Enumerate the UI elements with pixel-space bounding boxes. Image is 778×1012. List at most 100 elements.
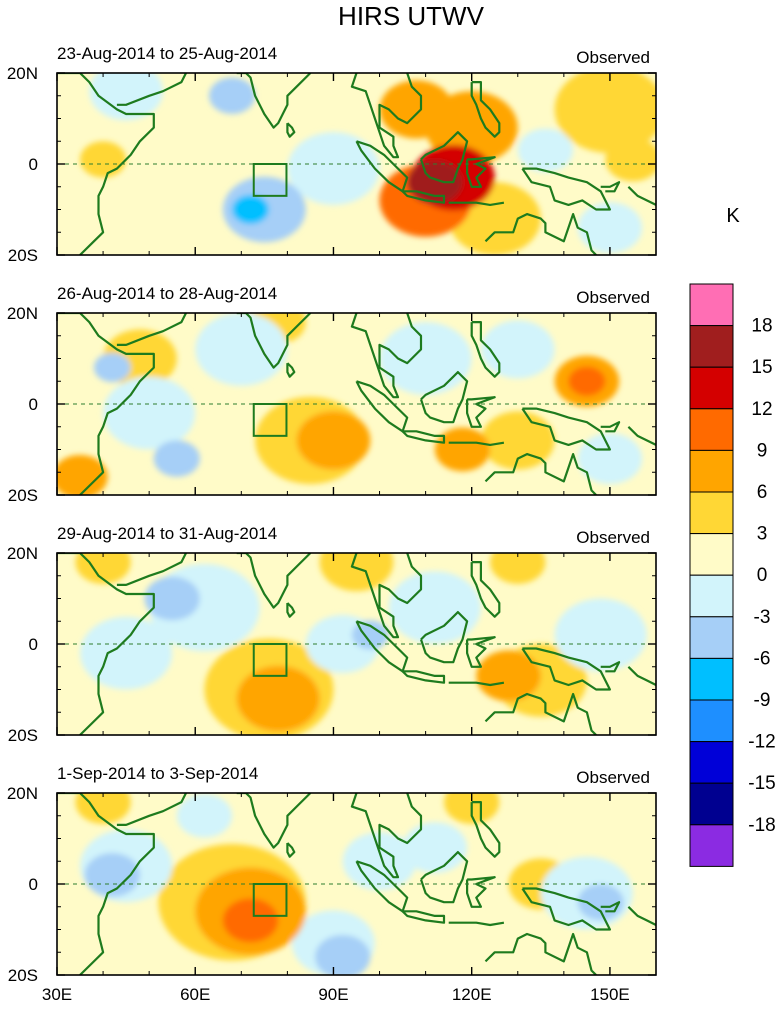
anomaly-blob: [153, 440, 200, 477]
anomaly-blob: [195, 313, 288, 386]
panel-field: [57, 553, 656, 735]
anomaly-blob: [93, 353, 131, 383]
anomaly-blob: [75, 793, 131, 824]
lat-tick-label: 20S: [8, 966, 38, 985]
anomaly-blobs: [75, 793, 633, 975]
coastline-sulawesi: [466, 156, 496, 188]
anomaly-blobs: [80, 73, 656, 255]
anomaly-blob: [554, 73, 656, 154]
lat-tick-label: 20S: [8, 246, 38, 265]
coastline-arabia: [116, 313, 187, 346]
anomaly-blob: [319, 553, 394, 592]
anomaly-blob: [315, 934, 371, 975]
anomaly-blob: [80, 141, 127, 178]
coastline-solomons: [627, 186, 656, 206]
coastlines: [57, 73, 656, 255]
colorbar-cells: [689, 283, 734, 867]
anomaly-blob: [57, 454, 108, 495]
coastline-sulawesi: [466, 396, 496, 428]
anomaly-blobs: [75, 553, 647, 735]
coastline-australia-north: [484, 932, 597, 975]
lon-tick-label: 150E: [590, 985, 630, 1004]
coastline-africa-east: [57, 73, 155, 255]
lat-tick-label: 0: [29, 635, 38, 654]
coastline-borneo: [419, 851, 469, 904]
coastline-sri-lanka: [286, 842, 296, 858]
coastline-australia-north: [484, 692, 597, 735]
coastline-timor-chain: [448, 441, 505, 446]
region-box: [252, 163, 288, 197]
anomaly-blob: [80, 616, 173, 690]
colorbar-cell: [689, 449, 734, 493]
colorbar-cell: [689, 824, 734, 867]
colorbar-units-label: K: [726, 205, 740, 227]
lat-tick-label: 20S: [8, 726, 38, 745]
coastline-borneo: [419, 371, 469, 424]
colorbar-label: 12: [751, 399, 772, 420]
colorbar-cell: [689, 741, 734, 784]
coastline-java: [401, 190, 446, 204]
anomaly-blob: [480, 320, 555, 379]
coastline-australia-north: [484, 213, 597, 255]
anomaly-blob: [176, 793, 233, 838]
coastline-new-britain: [600, 901, 621, 913]
panel-date-range: 26-Aug-2014 to 28-Aug-2014: [57, 284, 277, 303]
panel-observed-tag: Observed: [576, 48, 650, 67]
lat-tick-label: 0: [29, 155, 38, 174]
colorbar-label: -18: [748, 815, 775, 836]
coastline-sulawesi: [466, 876, 496, 908]
colorbar-label: -9: [754, 690, 771, 711]
lat-tick-label: 20N: [7, 64, 38, 83]
lat-tick-label: 20S: [8, 486, 38, 505]
coastline-india: [236, 73, 312, 129]
coastline-philippines: [470, 321, 501, 378]
coastline-new-guinea: [521, 167, 611, 211]
colorbar-label: 18: [751, 316, 772, 337]
coastline-sulawesi: [466, 636, 496, 668]
coastline-new-britain: [600, 421, 621, 433]
coastline-australia-north: [484, 453, 597, 495]
anomaly-blob: [480, 411, 555, 470]
coastline-africa-east: [57, 313, 155, 495]
coastline-indochina: [350, 313, 423, 399]
coastlines: [57, 553, 656, 735]
coastline-solomons: [627, 906, 656, 926]
coastline-philippines: [470, 561, 501, 618]
colorbar-label: 0: [757, 565, 768, 586]
colorbar-label: -3: [754, 607, 771, 628]
map-panel: 1-Sep-2014 to 3-Sep-2014 Observed 20N 0 20S3…: [7, 764, 657, 1004]
panel-observed-tag: Observed: [576, 528, 650, 547]
panel-date-range: 1-Sep-2014 to 3-Sep-2014: [57, 764, 258, 783]
anomaly-blob: [75, 553, 131, 584]
anomaly-blob: [287, 132, 380, 205]
map-panels: 23-Aug-2014 to 25-Aug-2014 Observed 20N 0 20…: [7, 44, 657, 1004]
lon-tick-label: 120E: [452, 985, 492, 1004]
coastline-borneo: [419, 611, 469, 664]
lon-tick-label: 30E: [42, 985, 72, 1004]
anomaly-blob: [89, 73, 163, 121]
coastline-arabia: [116, 553, 187, 586]
anomaly-blob: [144, 576, 200, 621]
coastline-timor-chain: [448, 921, 505, 927]
lat-tick-label: 20N: [7, 784, 38, 803]
panel-date-range: 29-Aug-2014 to 31-Aug-2014: [57, 524, 277, 543]
coastline-indochina: [350, 73, 423, 159]
coastline-new-britain: [600, 661, 621, 673]
lon-tick-label: 90E: [318, 985, 348, 1004]
panel-field: [57, 73, 656, 255]
anomaly-blob: [209, 77, 256, 114]
coastline-sumatra: [355, 140, 409, 193]
colorbar-cell: [689, 782, 734, 826]
anomaly-blob: [577, 433, 643, 485]
coastline-new-guinea: [521, 407, 611, 451]
colorbar-label: 9: [757, 440, 768, 461]
coastline-borneo: [419, 131, 469, 184]
panel-observed-tag: Observed: [576, 288, 650, 307]
anomaly-blob: [402, 822, 468, 874]
anomaly-blob: [568, 366, 606, 396]
colorbar-cell: [689, 408, 734, 451]
map-panel: 23-Aug-2014 to 25-Aug-2014 Observed 20N 0 20…: [7, 44, 657, 265]
figure-title: HIRS UTWV: [338, 1, 485, 31]
coastline-java: [401, 910, 446, 924]
